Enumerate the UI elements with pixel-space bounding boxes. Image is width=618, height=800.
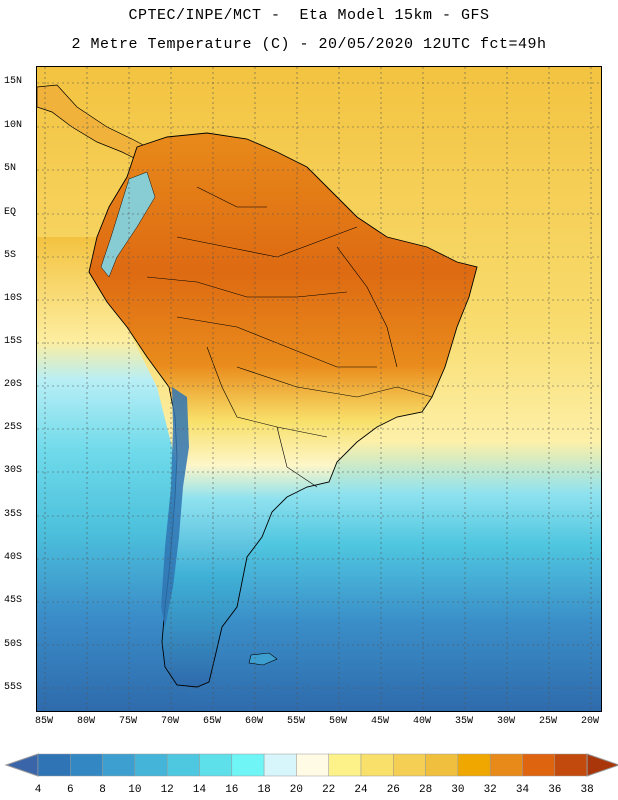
legend-label: 26 — [386, 784, 400, 796]
legend-label: 24 — [354, 784, 368, 796]
legend-swatch — [554, 753, 588, 777]
legend-arrow-high — [586, 753, 618, 777]
lat-label-45s: 45S — [4, 595, 23, 606]
legend-swatch — [263, 753, 297, 777]
map-title-line-1: CPTEC/INPE/MCT - Eta Model 15km - GFS — [128, 7, 490, 24]
map-canvas — [37, 67, 601, 711]
lon-label-60w: 60W — [244, 716, 263, 727]
andes-south — [161, 387, 189, 627]
legend-label: 16 — [225, 784, 239, 796]
lon-label-70w: 70W — [160, 716, 179, 727]
legend-label: 36 — [548, 784, 562, 796]
lat-label-10n: 10N — [4, 120, 23, 131]
lon-label-55w: 55W — [286, 716, 305, 727]
legend-swatch — [489, 753, 523, 777]
legend-label: 28 — [418, 784, 433, 796]
temperature-map — [36, 66, 602, 712]
falkland-islands — [248, 652, 278, 666]
color-scale-legend — [0, 748, 618, 800]
legend-label: 22 — [322, 784, 336, 796]
color-scale-bar — [4, 753, 618, 777]
legend-swatch — [199, 753, 233, 777]
lon-label-25w: 25W — [538, 716, 557, 727]
lon-label-40w: 40W — [412, 716, 431, 727]
legend-swatch — [296, 753, 329, 777]
legend-label: 20 — [289, 784, 303, 796]
legend-label: 10 — [128, 784, 142, 796]
lat-label-10s: 10S — [4, 293, 23, 304]
lat-label-eq: EQ — [4, 207, 17, 218]
legend-swatch — [134, 753, 168, 777]
lon-label-35w: 35W — [454, 716, 473, 727]
lon-label-80w: 80W — [76, 716, 95, 727]
legend-label: 30 — [451, 784, 465, 796]
lon-label-20w: 20W — [580, 716, 599, 727]
lon-label-30w: 30W — [496, 716, 515, 727]
legend-swatch — [457, 753, 491, 777]
lat-label-15s: 15S — [4, 336, 23, 347]
lon-label-85w: 85W — [34, 716, 53, 727]
legend-label: 4 — [34, 784, 42, 796]
legend-arrow-low — [4, 753, 39, 777]
legend-swatch — [70, 753, 103, 777]
lat-label-20s: 20S — [4, 379, 23, 390]
legend-swatch — [360, 753, 394, 777]
legend-swatch — [425, 753, 459, 777]
lon-label-50w: 50W — [328, 716, 347, 727]
legend-label: 6 — [66, 784, 74, 796]
legend-swatch — [393, 753, 426, 777]
legend-swatch — [37, 753, 71, 777]
lat-label-35s: 35S — [4, 509, 23, 520]
graticule — [37, 67, 601, 711]
legend-swatch — [522, 753, 556, 777]
legend-swatch — [102, 753, 136, 777]
lat-label-50s: 50S — [4, 639, 23, 650]
legend-swatch — [328, 753, 362, 777]
lat-label-30s: 30S — [4, 465, 23, 476]
lon-label-45w: 45W — [370, 716, 389, 727]
legend-label: 38 — [580, 784, 594, 796]
legend-label: 34 — [515, 784, 530, 796]
legend-label: 32 — [483, 784, 497, 796]
legend-label: 14 — [192, 784, 207, 796]
lat-label-5n: 5N — [4, 163, 17, 174]
lon-label-65w: 65W — [202, 716, 221, 727]
lon-label-75w: 75W — [118, 716, 137, 727]
legend-label: 8 — [99, 784, 106, 796]
lat-label-5s: 5S — [4, 250, 17, 261]
pacific-ocean — [37, 237, 187, 711]
lat-label-15n: 15N — [4, 76, 23, 87]
legend-label: 18 — [257, 784, 271, 796]
legend-swatch — [166, 753, 200, 777]
map-title-line-2: 2 Metre Temperature (C) - 20/05/2020 12U… — [71, 36, 547, 53]
lat-label-40s: 40S — [4, 552, 23, 563]
lat-label-25s: 25S — [4, 422, 23, 433]
lat-label-55s: 55S — [4, 682, 23, 693]
legend-swatch — [231, 753, 265, 777]
legend-label: 12 — [160, 784, 174, 796]
